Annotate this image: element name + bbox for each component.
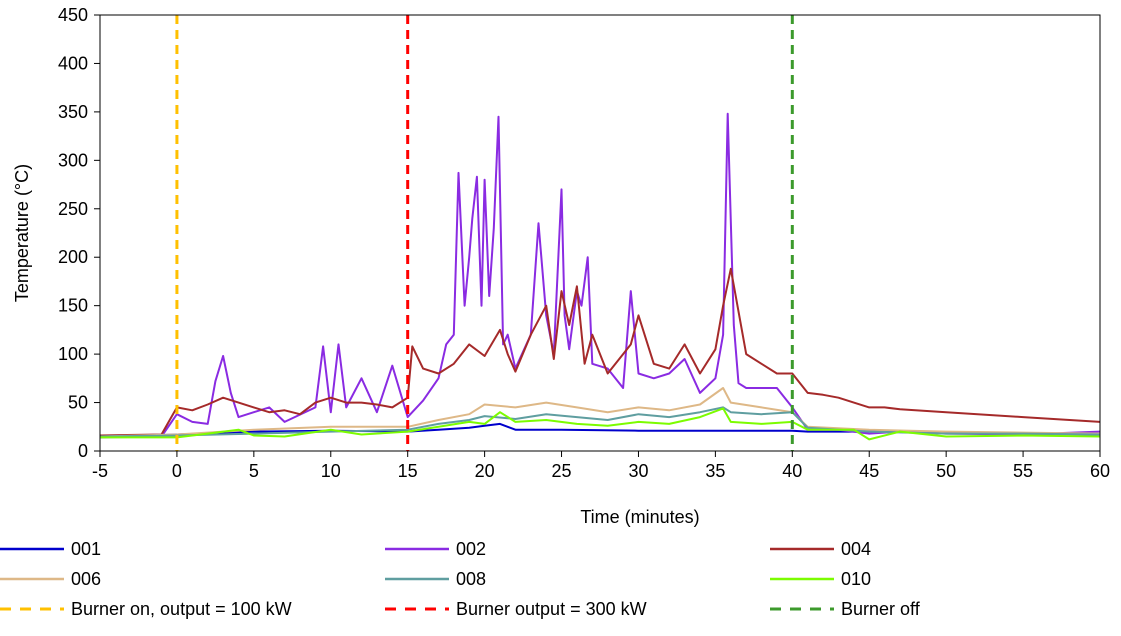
legend-label: 008	[456, 569, 486, 589]
legend-label: 006	[71, 569, 101, 589]
legend-label: Burner output = 300 kW	[456, 599, 647, 619]
x-axis-label: Time (minutes)	[580, 507, 699, 527]
x-tick-label: 25	[552, 461, 572, 481]
legend-label: 010	[841, 569, 871, 589]
series-line-002	[99, 112, 1101, 439]
legend-label: 002	[456, 539, 486, 559]
y-tick-label: 300	[58, 150, 88, 170]
x-tick-label: 30	[628, 461, 648, 481]
y-tick-label: 150	[58, 296, 88, 316]
axes: -5 0 5 10 15 20 25 30 35 40 45 50 55 6005010015020025…	[58, 5, 1110, 481]
x-tick-label: 50	[936, 461, 956, 481]
y-axis-label: Temperature (°C)	[12, 164, 32, 302]
y-tick-label: 350	[58, 102, 88, 122]
y-tick-label: 0	[78, 441, 88, 461]
legend-label: 004	[841, 539, 871, 559]
x-tick-label: 40	[782, 461, 802, 481]
y-tick-label: 200	[58, 247, 88, 267]
plot-area	[99, 15, 1101, 451]
legend: 001 002 004 006 008 010 Burner on, output = 10…	[0, 539, 921, 619]
legend-label: Burner off	[841, 599, 921, 619]
series-line-008	[99, 406, 1101, 438]
legend-label: 001	[71, 539, 101, 559]
x-tick-label: 35	[705, 461, 725, 481]
y-tick-label: 100	[58, 344, 88, 364]
plot-frame	[99, 14, 1101, 452]
y-tick-label: 50	[68, 393, 88, 413]
y-tick-label: 250	[58, 199, 88, 219]
legend-label: Burner on, output = 100 kW	[71, 599, 292, 619]
y-tick-label: 400	[58, 53, 88, 73]
x-tick-label: 45	[859, 461, 879, 481]
y-tick-label: 450	[58, 5, 88, 25]
x-tick-label: 10	[321, 461, 341, 481]
x-tick-label: 15	[398, 461, 418, 481]
series-line-004	[99, 267, 1101, 437]
series-line-006	[99, 387, 1101, 438]
series-line-010	[100, 407, 1101, 441]
x-tick-label: 5	[249, 461, 259, 481]
x-tick-label: 55	[1013, 461, 1033, 481]
x-tick-label: 20	[475, 461, 495, 481]
x-tick-label: -5	[92, 461, 108, 481]
x-tick-label: 60	[1090, 461, 1110, 481]
x-tick-label: 0	[172, 461, 182, 481]
